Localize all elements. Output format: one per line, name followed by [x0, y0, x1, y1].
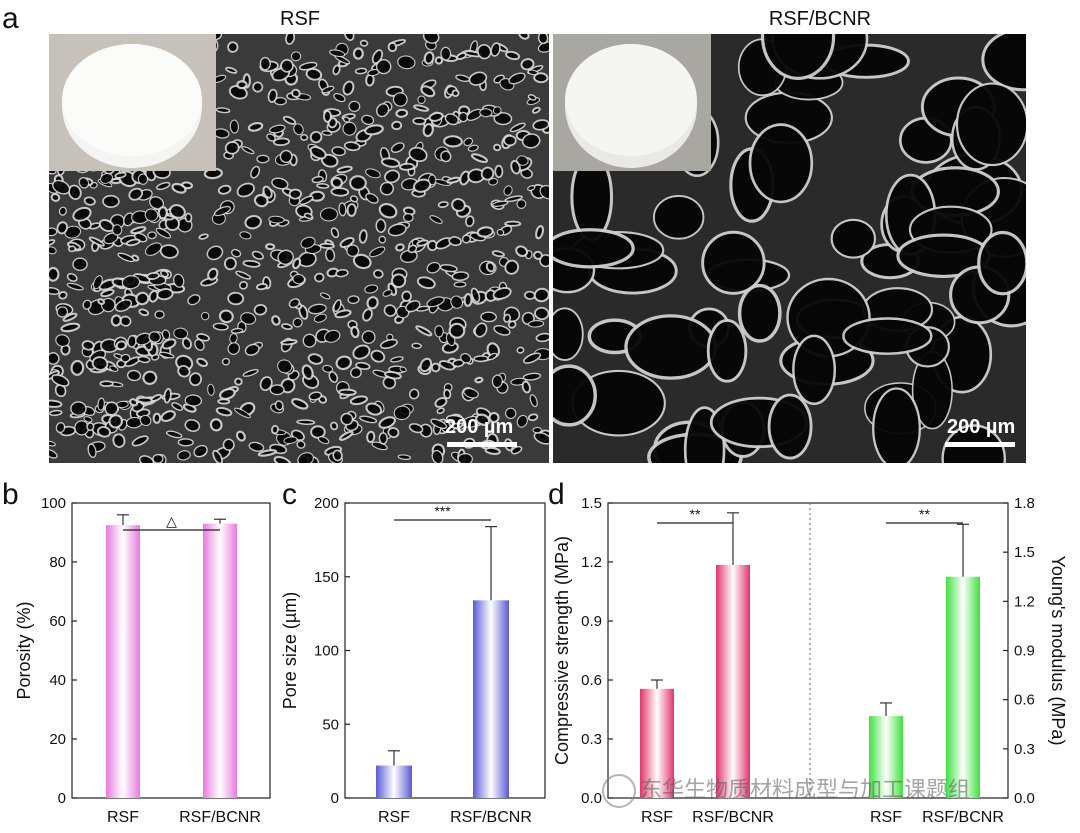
panel-c-ylabel: Pore size (µm) — [280, 592, 300, 709]
panel-d-compressive-bar-1 — [716, 564, 750, 798]
panel-c-ytick-label-3: 150 — [314, 569, 339, 586]
panel-c-ytick-label-2: 100 — [314, 643, 339, 660]
sem-left-title: RSF — [280, 8, 320, 30]
panel-d-right-ytick-label-6: 1.8 — [1014, 495, 1035, 512]
panel-d-right-ytick-label-2: 0.6 — [1014, 692, 1035, 709]
panel-d-young-xlabel-1: RSF/BCNR — [922, 809, 1004, 826]
panel-b-sig-label: △ — [166, 513, 177, 529]
panel-a-letter: a — [2, 2, 19, 35]
panel-d-compressive-xlabel-0: RSF — [641, 809, 673, 826]
panel-b-ytick-label-2: 40 — [49, 672, 66, 689]
panel-d-left-ytick-label-3: 0.9 — [581, 613, 602, 630]
panel-d-young-sig-label: ** — [919, 506, 930, 522]
panel-d-right-ytick-label-0: 0.0 — [1014, 790, 1035, 807]
panel-b-bar-1 — [203, 523, 237, 798]
panel-b-ylabel: Porosity (%) — [14, 601, 34, 699]
panel-d-left-ytick-label-5: 1.5 — [581, 495, 602, 512]
watermark-text: 东华生物质材料成型与加工课题组 — [640, 778, 971, 803]
panel-c-bar-0 — [376, 765, 412, 798]
panel-d-left-ytick-label-0: 0.0 — [581, 790, 602, 807]
panel-d-compressive-xlabel-1: RSF/BCNR — [692, 809, 774, 826]
panel-b-frame — [71, 502, 271, 799]
panel-d-ylabel: Compressive strength (MPa) — [552, 536, 572, 765]
panel-d-left-ytick-label-1: 0.3 — [581, 731, 602, 748]
panel-d-compressive-sig-label: ** — [690, 506, 701, 522]
sem-right-title: RSF/BCNR — [768, 8, 872, 30]
panel-d-left-ytick-label-4: 1.2 — [581, 554, 602, 571]
panel-d-young-bar-0 — [869, 716, 903, 798]
panel-b-ytick-label-5: 100 — [41, 495, 66, 512]
panel-b-ytick-label-4: 80 — [49, 554, 66, 571]
panel-b-ytick-label-3: 60 — [49, 613, 66, 630]
panel-c-sig-label: *** — [434, 503, 451, 519]
panel-b-xlabel-0: RSF — [107, 809, 139, 826]
photo-inset-rsf-bcnr — [553, 34, 711, 171]
panel-c-letter: c — [282, 478, 297, 511]
panel-c-bar-1 — [473, 600, 509, 798]
panel-b-ytick-label-1: 20 — [49, 731, 66, 748]
panel-d-right-ytick-label-1: 0.3 — [1014, 741, 1035, 758]
panel-b-bar-0 — [106, 525, 140, 798]
panel-d-right-ytick-label-4: 1.2 — [1014, 593, 1035, 610]
panel-b-ytick-label-0: 0 — [58, 790, 66, 807]
panel-d-right-ytick-label-3: 0.9 — [1014, 643, 1035, 660]
photo-inset-rsf — [49, 34, 216, 171]
panel-c-frame — [344, 502, 546, 799]
panel-c-xlabel-1: RSF/BCNR — [450, 809, 532, 826]
scale-text-left: 200 µm — [445, 416, 514, 438]
watermark-logo-icon — [602, 774, 636, 808]
panel-d-right-ytick-label-5: 1.5 — [1014, 544, 1035, 561]
panel-d-compressive-bar-0 — [640, 688, 674, 798]
panel-d-young-xlabel-0: RSF — [870, 809, 902, 826]
scale-bar-left — [447, 442, 517, 447]
scale-text-right: 200 µm — [947, 416, 1016, 438]
scale-bar-right — [945, 442, 1015, 447]
panel-c-ytick-label-0: 0 — [331, 790, 339, 807]
panel-d-young-bar-1 — [946, 576, 980, 798]
panel-b-xlabel-1: RSF/BCNR — [179, 809, 261, 826]
panel-d-ylabel-right: Young's modulus (MPa) — [1048, 556, 1068, 746]
panel-b-letter: b — [2, 478, 19, 511]
panel-c-ytick-label-1: 50 — [322, 716, 339, 733]
panel-d-letter: d — [548, 478, 565, 511]
panel-c-xlabel-0: RSF — [378, 809, 410, 826]
panel-d-left-ytick-label-2: 0.6 — [581, 672, 602, 689]
panel-c-ytick-label-4: 200 — [314, 495, 339, 512]
